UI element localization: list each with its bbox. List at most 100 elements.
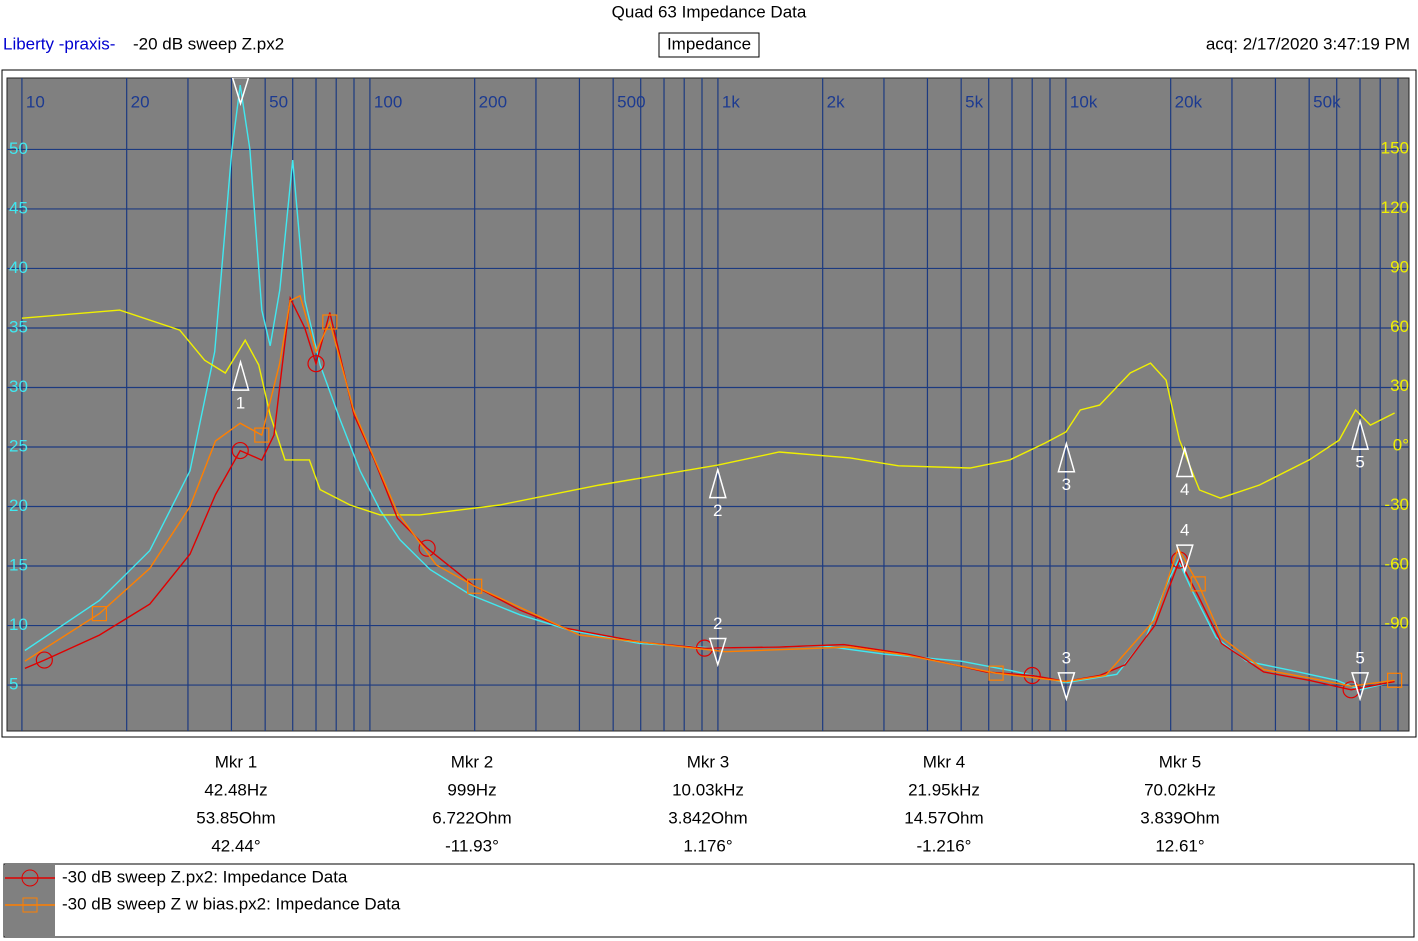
y2-tick-label: -30 xyxy=(1384,495,1409,514)
marker-frequency: 10.03kHz xyxy=(672,780,744,799)
acq-time: acq: 2/17/2020 3:47:19 PM xyxy=(1206,34,1410,53)
series-marker xyxy=(988,665,1004,681)
z-marker xyxy=(1175,544,1194,574)
z-marker-label: 2 xyxy=(713,614,722,633)
marker-impedance: 6.722Ohm xyxy=(432,808,511,827)
series-marker xyxy=(1387,672,1403,688)
series-marker xyxy=(254,427,270,443)
y-tick-label: 25 xyxy=(9,436,28,455)
marker-frequency: 70.02kHz xyxy=(1144,780,1216,799)
marker-frequency: 42.48Hz xyxy=(204,780,267,799)
plot-area xyxy=(6,77,1410,732)
y-tick-label: 45 xyxy=(9,198,28,217)
plot: 10 20 50 100 200 500 1k 2k 5k 10k 20k 50k5101520253… xyxy=(7,78,1409,731)
marker-phase: 1.176° xyxy=(683,836,732,855)
z-marker-label: 5 xyxy=(1355,648,1364,667)
y2-tick-label: 150 xyxy=(1381,139,1409,158)
series-marker xyxy=(1190,576,1206,592)
z-marker-label: 3 xyxy=(1062,648,1071,667)
y2-tick-label: 120 xyxy=(1381,198,1409,217)
y2-tick-label: -60 xyxy=(1384,554,1409,573)
marker-impedance: 3.842Ohm xyxy=(668,808,747,827)
marker-phase: 12.61° xyxy=(1155,836,1204,855)
x-tick-label: 100 xyxy=(374,92,402,111)
z-marker xyxy=(1351,672,1370,702)
series-line xyxy=(24,84,1390,691)
x-tick-label: 20 xyxy=(131,92,150,111)
y-tick-label: 40 xyxy=(9,258,28,277)
phase-marker xyxy=(231,359,250,391)
x-tick-label: 20k xyxy=(1175,92,1203,111)
z-marker-label: 4 xyxy=(1180,521,1189,540)
series-marker xyxy=(91,606,108,622)
phase-marker-label: 4 xyxy=(1180,480,1189,499)
series-marker xyxy=(418,539,436,557)
phase-marker-label: 3 xyxy=(1062,475,1071,494)
marker-name: Mkr 4 xyxy=(923,752,966,771)
phase-marker-label: 2 xyxy=(713,501,722,520)
legend-marker xyxy=(21,869,39,887)
series-marker xyxy=(467,578,483,594)
y-tick-label: 15 xyxy=(9,556,28,575)
x-tick-label: 1k xyxy=(722,92,740,111)
y-tick-label: 35 xyxy=(9,317,28,336)
x-tick-label: 200 xyxy=(479,92,507,111)
y2-tick-label: 60 xyxy=(1390,317,1409,336)
series-line xyxy=(24,294,1395,687)
chart-title: Quad 63 Impedance Data xyxy=(612,2,807,21)
legend-swatch-area xyxy=(5,865,55,936)
y-tick-label: 30 xyxy=(9,377,28,396)
z-marker xyxy=(1057,672,1076,702)
marker-name: Mkr 3 xyxy=(687,752,730,771)
brand: Liberty -praxis- xyxy=(3,34,115,53)
x-tick-label: 50k xyxy=(1313,92,1341,111)
marker-phase: -11.93° xyxy=(445,836,499,855)
series-marker xyxy=(322,314,338,330)
marker-name: Mkr 1 xyxy=(215,752,258,771)
mode-box xyxy=(658,32,760,58)
phase-marker xyxy=(1175,445,1194,478)
marker-frequency: 21.95kHz xyxy=(908,780,980,799)
marker-impedance: 14.57Ohm xyxy=(904,808,983,827)
legend-label: -30 dB sweep Z w bias.px2: Impedance Dat… xyxy=(62,894,401,913)
annotations: Mkr 1 42.48Hz 53.85Ohm 42.44° Mkr 2 999Hz 6.72… xyxy=(5,752,1220,913)
y-tick-label: 10 xyxy=(9,615,28,634)
y-tick-label: 5 xyxy=(9,675,18,694)
series-line xyxy=(24,295,1395,691)
phase-marker xyxy=(708,466,727,499)
marker-name: Mkr 5 xyxy=(1159,752,1202,771)
phase-marker xyxy=(1351,418,1370,450)
marker-phase: -1.216° xyxy=(916,836,971,855)
phase-marker-label: 5 xyxy=(1355,453,1364,472)
y2-tick-label: 30 xyxy=(1390,376,1409,395)
marker-name: Mkr 2 xyxy=(451,752,494,771)
series-marker xyxy=(231,441,249,460)
marker-phase: 42.44° xyxy=(211,836,260,855)
x-tick-label: 10k xyxy=(1070,92,1098,111)
mode: Impedance xyxy=(667,34,751,53)
legend-box xyxy=(3,863,1415,938)
x-tick-label: 2k xyxy=(827,92,845,111)
marker-impedance: 3.839Ohm xyxy=(1140,808,1219,827)
series-line xyxy=(21,309,1395,516)
file-name: -20 dB sweep Z.px2 xyxy=(133,34,284,53)
series-marker xyxy=(1342,681,1360,699)
series-marker xyxy=(307,355,325,373)
y-tick-label: 20 xyxy=(9,496,28,515)
x-tick-label: 10 xyxy=(26,92,45,111)
series-marker xyxy=(35,651,53,669)
phase-marker xyxy=(1057,440,1076,473)
series-group: 1122334455 xyxy=(21,78,1403,702)
y-tick-label: 50 xyxy=(9,139,28,158)
x-tick-label: 5k xyxy=(965,92,983,111)
y2-tick-label: 90 xyxy=(1390,257,1409,276)
phase-marker-label: 1 xyxy=(236,394,245,413)
z-marker xyxy=(708,637,727,668)
y2-tick-label: 0° xyxy=(1393,436,1409,455)
legend-label: -30 dB sweep Z.px2: Impedance Data xyxy=(62,867,348,886)
marker-impedance: 53.85Ohm xyxy=(196,808,275,827)
marker-frequency: 999Hz xyxy=(447,780,496,799)
y2-tick-label: -90 xyxy=(1384,614,1409,633)
z-marker xyxy=(231,78,250,107)
